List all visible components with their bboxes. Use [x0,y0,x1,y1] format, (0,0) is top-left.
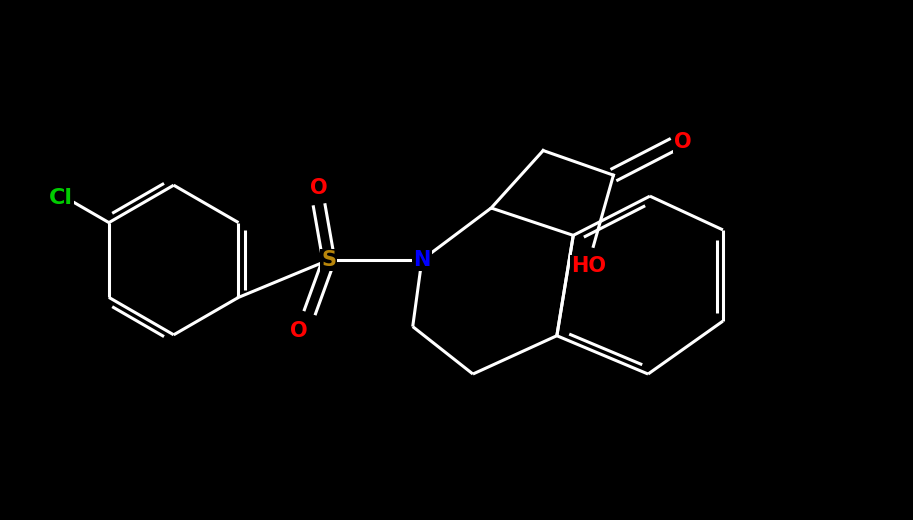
Text: HO: HO [572,256,606,277]
Text: N: N [414,250,431,270]
Text: O: O [674,132,691,152]
Text: O: O [289,321,308,342]
Text: O: O [310,178,328,198]
Text: Cl: Cl [49,188,73,207]
Text: S: S [321,250,336,270]
